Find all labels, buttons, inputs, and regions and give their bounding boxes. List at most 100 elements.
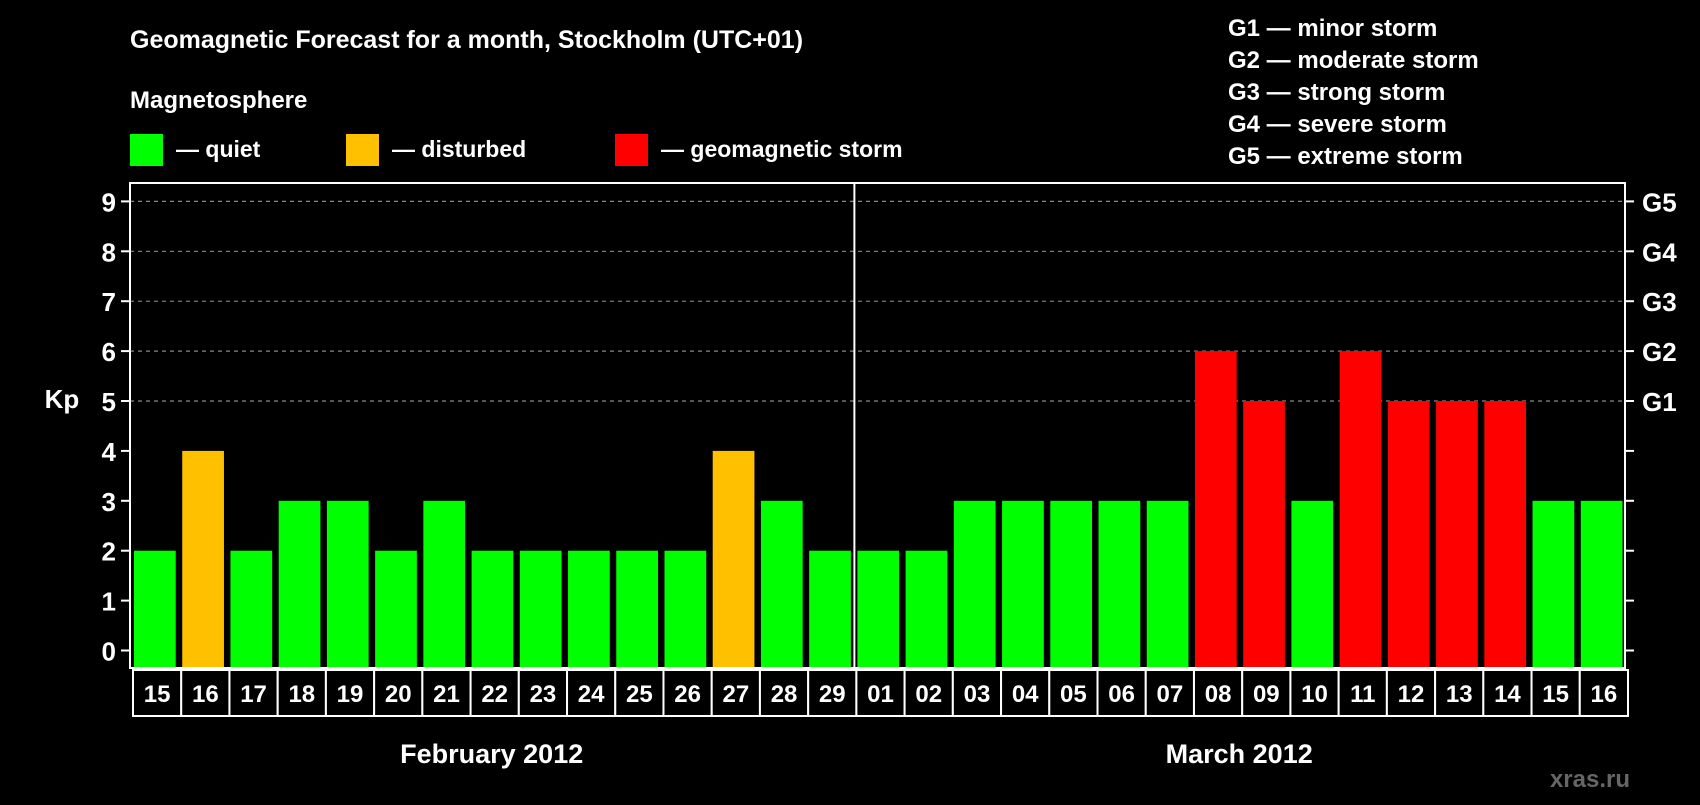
x-tick-label: 16 [192, 681, 219, 708]
x-tick-label: 02 [915, 681, 942, 708]
right-tick-label: G2 [1642, 337, 1677, 367]
x-tick-label: 18 [288, 681, 315, 708]
kp-bar [1291, 500, 1334, 667]
date-cell [1337, 669, 1388, 717]
date-cell [1048, 669, 1099, 717]
kp-bar [326, 500, 369, 667]
kp-bar [1436, 401, 1478, 667]
kp-bar [809, 550, 851, 667]
x-tick-label: 15 [1542, 681, 1569, 708]
kp-bar [423, 500, 466, 667]
x-tick-label: 04 [1012, 681, 1039, 708]
legend-swatch [130, 134, 163, 166]
kp-bar [1243, 401, 1285, 667]
y-tick-label: 1 [102, 587, 116, 617]
kp-bar [953, 500, 996, 667]
x-tick-label: 13 [1446, 681, 1473, 708]
x-tick-label: 03 [964, 681, 991, 708]
legend-label: — quiet [176, 136, 261, 162]
y-tick-label: 5 [102, 387, 116, 417]
plot-frame [129, 182, 1626, 669]
date-cell [1241, 669, 1292, 717]
x-tick-label: 15 [144, 681, 171, 708]
right-tick-label: G4 [1642, 237, 1677, 267]
kp-bar [519, 550, 562, 667]
legend-heading: Magnetosphere [130, 87, 307, 114]
kp-bar [471, 550, 514, 667]
x-tick-label: 05 [1060, 681, 1087, 708]
x-tick-label: 10 [1301, 681, 1328, 708]
kp-bar [664, 550, 707, 667]
x-tick-label: 12 [1398, 681, 1425, 708]
x-tick-label: 23 [530, 681, 557, 708]
kp-bar [1194, 351, 1237, 667]
x-tick-label: 24 [578, 681, 605, 708]
watermark: xras.ru [1550, 766, 1630, 793]
kp-bar [1339, 351, 1382, 667]
y-tick-label: 4 [102, 437, 117, 467]
right-tick-label: G1 [1642, 387, 1677, 417]
x-tick-label: 08 [1205, 681, 1232, 708]
storm-scale-legend: G1 — minor storm G2 — moderate storm G3 — … [1228, 15, 1479, 170]
y-tick-label: 2 [102, 537, 116, 567]
right-tick-label: G5 [1642, 187, 1677, 217]
y-axis-label: Kp [45, 384, 80, 414]
x-tick-label: 07 [1157, 681, 1184, 708]
y-tick-label: 6 [102, 337, 116, 367]
date-cell [180, 669, 231, 717]
legend: — quiet — disturbed — geomagnetic storm [130, 134, 903, 166]
kp-bar [230, 550, 273, 667]
x-tick-label: 17 [240, 681, 267, 708]
x-tick-label: 09 [1253, 681, 1280, 708]
date-cell [517, 669, 569, 717]
x-tick-label: 26 [674, 681, 701, 708]
month-label: February 2012 [400, 739, 583, 769]
right-tick-label: G3 [1642, 287, 1677, 317]
kp-bar [1484, 401, 1527, 667]
date-cell [1385, 669, 1437, 717]
date-cell [1144, 669, 1195, 717]
date-cell [1482, 669, 1533, 717]
date-cell [324, 669, 376, 717]
kp-bar [857, 550, 900, 667]
x-tick-label: 19 [337, 681, 364, 708]
kp-bar [712, 450, 755, 667]
x-tick-label: 20 [385, 681, 412, 708]
x-tick-label: 16 [1591, 681, 1618, 708]
x-tick-label: 29 [819, 681, 846, 708]
y-tick-label: 9 [102, 187, 116, 217]
kp-bar [1002, 500, 1044, 667]
kp-bar [278, 500, 321, 667]
kp-bar [182, 450, 224, 667]
x-tick-label: 11 [1350, 681, 1375, 708]
kp-bar [1146, 500, 1189, 667]
legend-swatch [346, 134, 379, 166]
kp-bar [1098, 500, 1141, 667]
kp-bar [1580, 500, 1623, 667]
date-cell [566, 669, 617, 717]
kp-bar [1532, 500, 1575, 667]
kp-bar [568, 550, 610, 667]
x-tick-label: 21 [433, 681, 460, 708]
date-cell [1289, 669, 1340, 717]
kp-bar [616, 550, 658, 667]
x-tick-label: 01 [867, 681, 894, 708]
storm-scale-item: G1 — minor storm [1228, 15, 1437, 42]
y-tick-label: 3 [102, 487, 116, 517]
x-tick-label: 14 [1494, 681, 1521, 708]
storm-scale-item: G4 — severe storm [1228, 111, 1447, 138]
date-cell [469, 669, 520, 717]
storm-scale-item: G2 — moderate storm [1228, 47, 1479, 74]
kp-bar [1387, 401, 1430, 667]
storm-scale-item: G5 — extreme storm [1228, 143, 1463, 170]
x-tick-label: 25 [626, 681, 653, 708]
date-cell [1192, 669, 1244, 717]
date-cell [276, 669, 327, 717]
y-tick-label: 8 [102, 237, 116, 267]
y-tick-label: 7 [102, 287, 116, 317]
x-tick-label: 22 [481, 681, 508, 708]
kp-bar [905, 550, 948, 667]
legend-label: — disturbed [392, 136, 526, 162]
